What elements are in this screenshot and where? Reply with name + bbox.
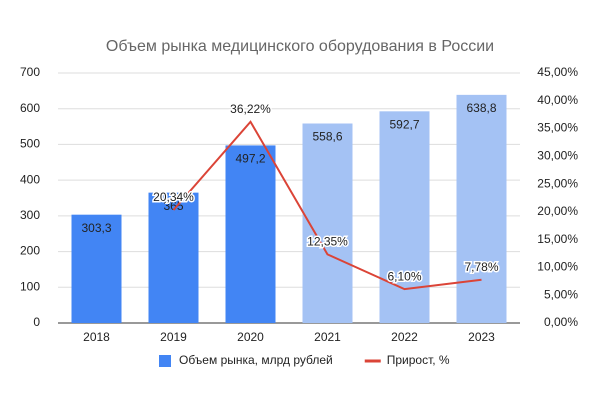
- y2-tick-label: 5,00%: [544, 287, 578, 301]
- y2-tick-label: 0,00%: [544, 315, 578, 329]
- y-tick-label: 600: [20, 101, 40, 115]
- bar-value-label: 638,8: [466, 101, 496, 115]
- x-tick-label: 2022: [391, 330, 418, 344]
- x-tick-label: 2019: [160, 330, 187, 344]
- x-tick-label: 2020: [237, 330, 264, 344]
- line-value-label: 36,22%: [230, 102, 271, 116]
- y2-tick-label: 30,00%: [537, 149, 578, 163]
- x-tick-label: 2023: [468, 330, 495, 344]
- legend-label: Прирост, %: [387, 353, 450, 367]
- line-value-label: 6,10%: [387, 269, 421, 283]
- legend-swatch: [159, 355, 171, 367]
- bar-value-label: 592,7: [389, 117, 419, 131]
- y-tick-label: 0: [33, 315, 40, 329]
- line: [172, 120, 482, 291]
- bar: [379, 111, 430, 323]
- y-tick-label: 400: [20, 172, 40, 186]
- bar-value-label: 558,6: [312, 130, 342, 144]
- y-tick-label: 200: [20, 244, 40, 258]
- bar: [225, 145, 276, 323]
- x-tick-label: 2021: [314, 330, 341, 344]
- chart-title: Объем рынка медицинского оборудования в …: [106, 38, 494, 55]
- bar-value-label: 497,2: [235, 152, 265, 166]
- y2-tick-label: 15,00%: [537, 232, 578, 246]
- y2-tick-label: 10,00%: [537, 260, 578, 274]
- bar-value-label: 303,3: [81, 221, 111, 235]
- bar: [71, 214, 122, 323]
- x-tick-label: 2018: [83, 330, 110, 344]
- bar: [302, 123, 353, 323]
- y2-tick-label: 20,00%: [537, 204, 578, 218]
- line-value-label: 7,78%: [464, 260, 498, 274]
- y-tick-label: 700: [20, 65, 40, 79]
- y-tick-label: 300: [20, 208, 40, 222]
- line-value-label: 20,34%: [153, 190, 194, 204]
- y2-tick-label: 45,00%: [537, 65, 578, 79]
- line-value-label: 12,35%: [307, 235, 348, 249]
- y-tick-label: 100: [20, 279, 40, 293]
- bar-value-label: 365: [163, 199, 183, 213]
- y-tick-label: 500: [20, 137, 40, 151]
- legend-label: Объем рынка, млрд рублей: [179, 353, 333, 367]
- y2-tick-label: 35,00%: [537, 121, 578, 135]
- bar: [456, 94, 507, 323]
- y2-tick-label: 25,00%: [537, 176, 578, 190]
- bar: [148, 192, 199, 323]
- y2-tick-label: 40,00%: [537, 93, 578, 107]
